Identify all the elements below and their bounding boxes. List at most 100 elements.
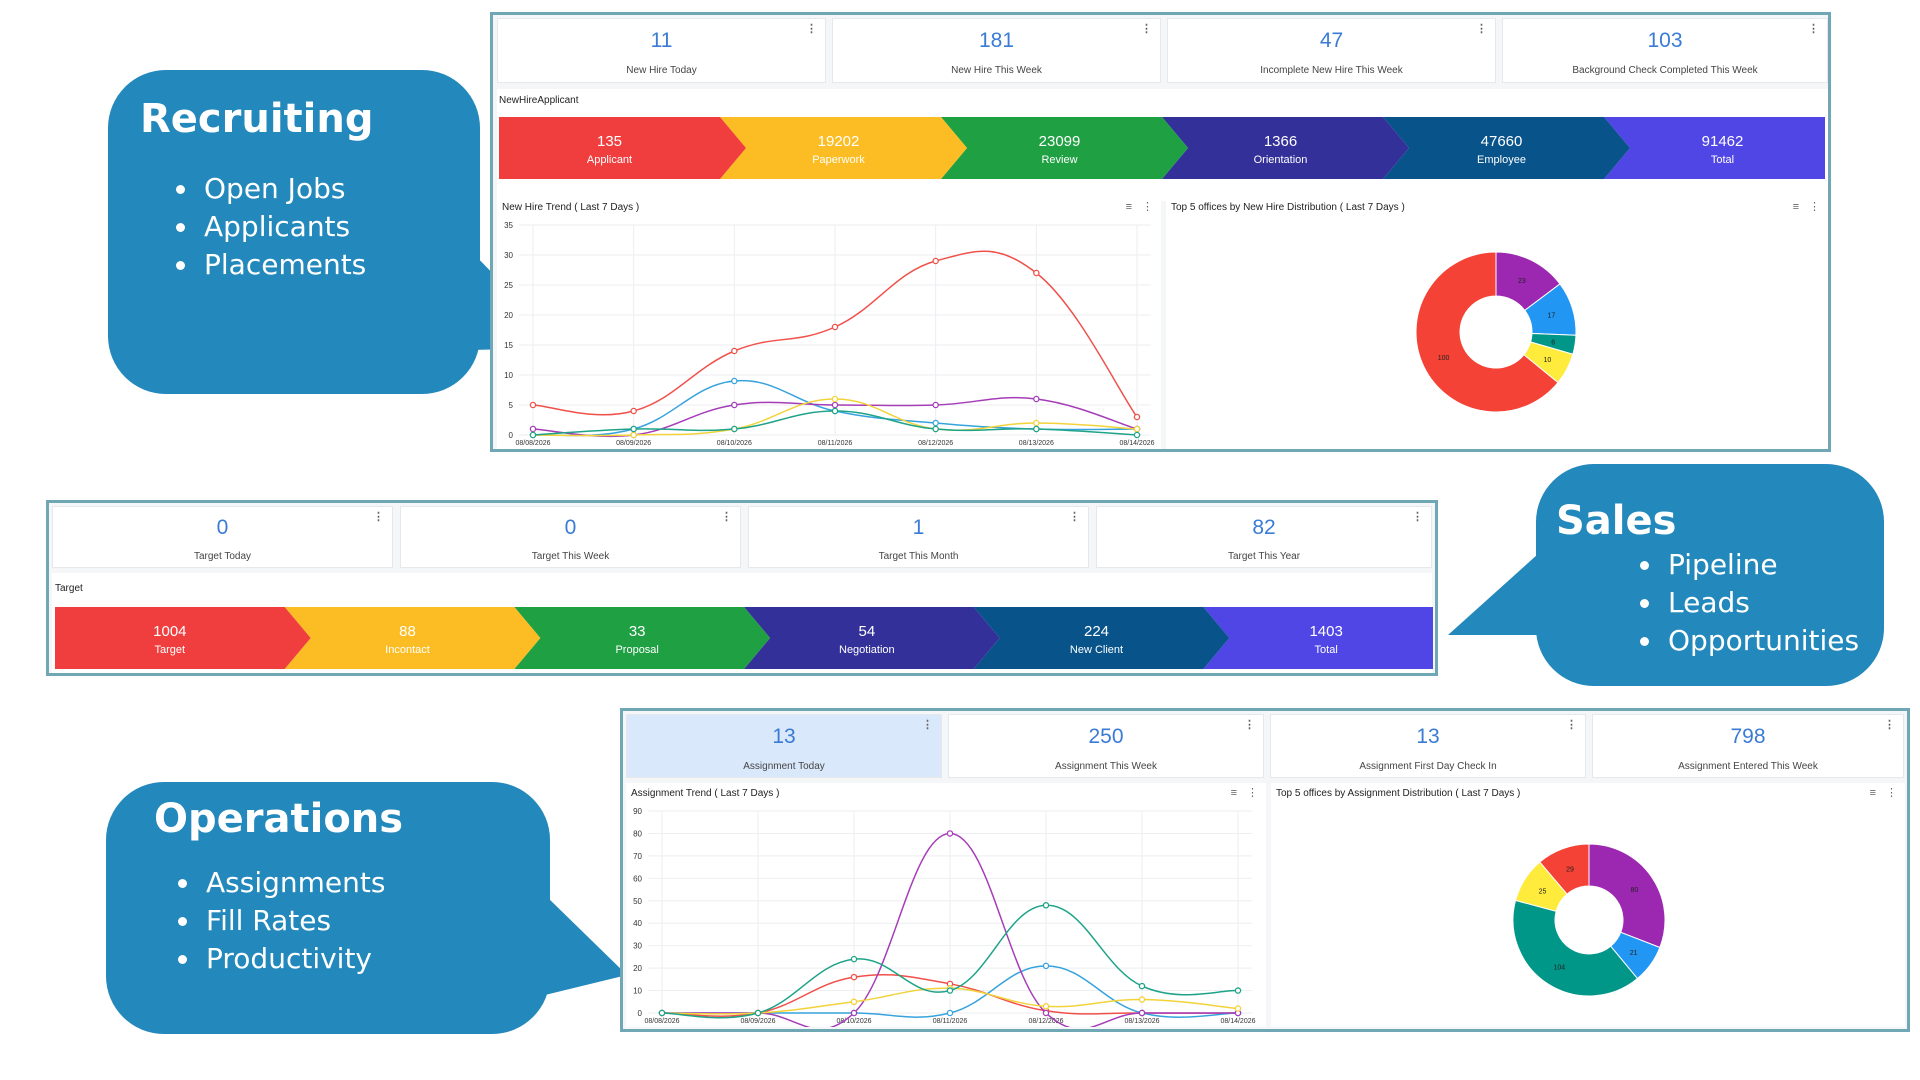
data-point[interactable]	[658, 1009, 666, 1017]
more-options-icon[interactable]: ⋮	[1809, 201, 1820, 213]
filter-icon[interactable]: ≡	[1792, 201, 1799, 213]
target-funnel-step-2[interactable]	[514, 607, 770, 669]
data-point[interactable]	[1234, 1005, 1242, 1012]
target-funnel-step-5[interactable]	[1203, 607, 1433, 669]
target-funnel-step-1[interactable]	[284, 607, 541, 669]
kpi-assignment-first-day-check-in[interactable]: 13 Assignment First Day Check In ⋮	[1270, 714, 1586, 778]
data-point[interactable]	[932, 401, 939, 409]
kpi-target-today[interactable]: 0 Target Today ⋮	[52, 506, 393, 568]
filter-icon[interactable]: ≡	[1230, 787, 1237, 799]
filter-icon[interactable]: ≡	[1869, 787, 1876, 799]
kpi-assignment-today[interactable]: 13 Assignment Today ⋮	[626, 714, 942, 778]
data-point[interactable]	[630, 425, 637, 433]
data-point[interactable]	[946, 830, 954, 837]
data-point[interactable]	[1042, 902, 1050, 909]
data-point[interactable]	[731, 377, 738, 385]
data-point[interactable]	[850, 973, 858, 981]
data-point[interactable]	[1033, 419, 1040, 427]
data-point[interactable]	[1138, 1009, 1146, 1017]
kpi-target-this-week[interactable]: 0 Target This Week ⋮	[400, 506, 741, 568]
operations-item-productivity: Productivity	[174, 940, 550, 978]
data-point[interactable]	[630, 407, 637, 415]
data-point[interactable]	[731, 347, 738, 355]
data-point[interactable]	[850, 1009, 858, 1017]
more-options-icon[interactable]: ⋮	[1247, 787, 1258, 799]
data-point[interactable]	[1133, 431, 1141, 439]
more-options-icon[interactable]: ⋮	[1566, 719, 1577, 731]
data-point[interactable]	[932, 257, 939, 265]
more-options-icon[interactable]: ⋮	[922, 719, 933, 731]
data-point[interactable]	[731, 425, 738, 433]
data-point[interactable]	[1138, 982, 1146, 990]
pie-slice[interactable]	[1512, 899, 1639, 997]
pie-slice[interactable]	[1588, 843, 1666, 949]
more-options-icon[interactable]: ⋮	[373, 511, 384, 523]
data-point[interactable]	[831, 401, 839, 409]
kpi-new-hire-today[interactable]: 11 New Hire Today ⋮	[497, 18, 826, 83]
funnel-step-value: 47660	[1481, 133, 1523, 150]
more-options-icon[interactable]: ⋮	[1142, 201, 1153, 213]
kpi-assignment-this-week[interactable]: 250 Assignment This Week ⋮	[948, 714, 1264, 778]
more-options-icon[interactable]: ⋮	[806, 23, 817, 35]
more-options-icon[interactable]: ⋮	[1476, 23, 1487, 35]
pie-slice[interactable]	[1415, 251, 1559, 413]
more-options-icon[interactable]: ⋮	[1886, 787, 1897, 799]
new-hire-funnel-step-2[interactable]	[941, 117, 1188, 179]
data-point[interactable]	[754, 1009, 762, 1017]
target-funnel-step-3[interactable]	[744, 607, 1000, 669]
data-point[interactable]	[1033, 395, 1040, 403]
data-point[interactable]	[1133, 413, 1141, 421]
kpi-value: 82	[1252, 516, 1276, 539]
new-hire-funnel-step-3[interactable]	[1162, 117, 1409, 179]
data-point[interactable]	[831, 407, 839, 415]
data-point[interactable]	[529, 425, 537, 433]
more-options-icon[interactable]: ⋮	[1808, 23, 1819, 35]
y-tick-label: 40	[633, 919, 642, 928]
filter-icon[interactable]: ≡	[1125, 201, 1132, 213]
kpi-assignment-entered-this-week[interactable]: 798 Assignment Entered This Week ⋮	[1592, 714, 1904, 778]
kpi-target-this-year[interactable]: 82 Target This Year ⋮	[1096, 506, 1432, 568]
more-options-icon[interactable]: ⋮	[1141, 23, 1152, 35]
data-point[interactable]	[1042, 962, 1050, 970]
data-point[interactable]	[946, 1009, 954, 1017]
data-point[interactable]	[1042, 1003, 1050, 1010]
data-point[interactable]	[630, 431, 637, 439]
more-options-icon[interactable]: ⋮	[1069, 511, 1080, 523]
more-options-icon[interactable]: ⋮	[721, 511, 732, 523]
data-point[interactable]	[850, 955, 858, 963]
target-funnel-step-4[interactable]	[973, 607, 1230, 669]
data-point[interactable]	[1033, 425, 1040, 433]
data-point[interactable]	[850, 998, 858, 1006]
new-hire-funnel-step-0[interactable]	[499, 117, 746, 179]
data-point[interactable]	[831, 395, 839, 403]
y-tick-label: 30	[504, 251, 513, 260]
data-point[interactable]	[529, 401, 537, 409]
data-point[interactable]	[731, 401, 738, 409]
data-point[interactable]	[1234, 987, 1242, 994]
kpi-incomplete-new-hire[interactable]: 47 Incomplete New Hire This Week ⋮	[1167, 18, 1496, 83]
funnel-step-value: 1004	[153, 623, 186, 640]
new-hire-funnel-step-5[interactable]	[1604, 117, 1825, 179]
kpi-value: 0	[564, 516, 577, 539]
data-point[interactable]	[1042, 1009, 1050, 1017]
data-point[interactable]	[1138, 996, 1146, 1003]
data-point[interactable]	[932, 419, 939, 427]
pie-slice[interactable]	[1539, 843, 1590, 895]
data-point[interactable]	[831, 323, 839, 331]
data-point[interactable]	[946, 987, 954, 994]
funnel-title: NewHireApplicant	[499, 95, 579, 106]
data-point[interactable]	[932, 425, 939, 433]
target-funnel-step-0[interactable]	[55, 607, 311, 669]
kpi-new-hire-this-week[interactable]: 181 New Hire This Week ⋮	[832, 18, 1161, 83]
x-tick-label: 08/14/2026	[1220, 1018, 1255, 1025]
more-options-icon[interactable]: ⋮	[1884, 719, 1895, 731]
data-point[interactable]	[1133, 425, 1141, 433]
new-hire-funnel-step-1[interactable]	[720, 117, 967, 179]
kpi-target-this-month[interactable]: 1 Target This Month ⋮	[748, 506, 1089, 568]
more-options-icon[interactable]: ⋮	[1244, 719, 1255, 731]
kpi-background-check-completed[interactable]: 103 Background Check Completed This Week…	[1502, 18, 1828, 83]
data-point[interactable]	[1033, 269, 1040, 277]
more-options-icon[interactable]: ⋮	[1412, 511, 1423, 523]
new-hire-funnel-step-4[interactable]	[1383, 117, 1630, 179]
data-point[interactable]	[529, 431, 537, 439]
